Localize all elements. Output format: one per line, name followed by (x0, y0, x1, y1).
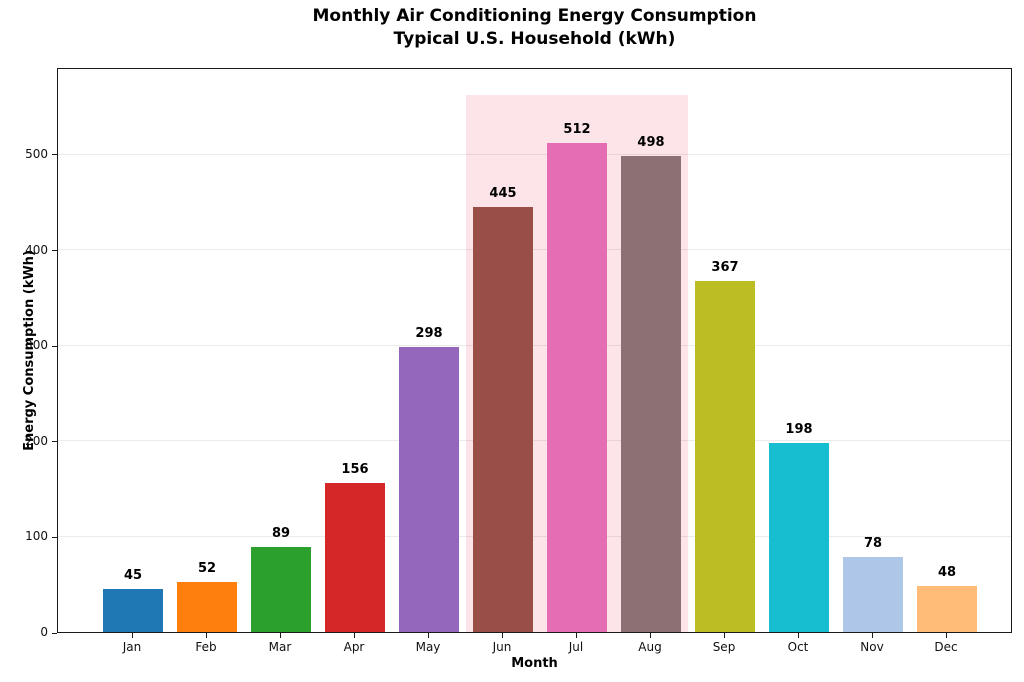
y-axis-label: Energy Consumption (kWh) (22, 250, 37, 451)
bar-value-label-dec: 48 (937, 565, 957, 581)
x-tick-label-apr: Apr (343, 640, 365, 654)
x-tick-label-mar: Mar (268, 640, 292, 654)
bar-nov (843, 557, 903, 632)
x-tick-label-feb: Feb (195, 640, 217, 654)
bar-value-label-jan: 45 (123, 567, 143, 583)
bar-mar (251, 546, 311, 632)
y-tick-mark-500 (52, 154, 57, 156)
bar-jan (103, 588, 163, 632)
x-tick-mark-sep (724, 633, 725, 638)
x-axis-label: Month (511, 656, 558, 671)
bar-jul (547, 142, 607, 632)
x-tick-mark-jul (576, 633, 577, 638)
bar-value-label-jul: 512 (563, 121, 591, 137)
x-tick-label-jan: Jan (122, 640, 142, 654)
bar-apr (325, 482, 385, 632)
y-tick-mark-300 (52, 345, 57, 347)
x-tick-label-jun: Jun (492, 640, 512, 654)
bar-dec (917, 586, 977, 632)
y-tick-label-200: 200 (25, 433, 48, 448)
x-tick-label-jul: Jul (568, 640, 584, 654)
bar-value-label-apr: 156 (341, 461, 369, 477)
y-tick-mark-400 (52, 250, 57, 252)
x-tick-mark-jan (132, 633, 133, 638)
bar-value-label-nov: 78 (863, 536, 883, 552)
plot-area: 45 52 89 156 298 445 512 498 367 198 78 48 (57, 68, 1012, 633)
bar-may (399, 347, 459, 632)
bar-value-label-mar: 89 (271, 525, 291, 541)
bar-sep (695, 281, 755, 632)
chart-title-line1: Monthly Air Conditioning Energy Consumpt… (312, 6, 757, 26)
x-tick-mark-mar (280, 633, 281, 638)
gridline-300 (58, 344, 1011, 346)
x-tick-label-nov: Nov (860, 640, 884, 654)
x-tick-label-sep: Sep (712, 640, 736, 654)
x-tick-mark-dec (946, 633, 947, 638)
x-tick-label-aug: Aug (638, 640, 662, 654)
y-tick-mark-200 (52, 441, 57, 443)
x-tick-label-may: May (415, 640, 441, 654)
y-tick-mark-0 (52, 632, 57, 634)
bar-value-label-jun: 445 (489, 185, 517, 201)
x-tick-mark-apr (354, 633, 355, 638)
chart-title: Monthly Air Conditioning Energy Consumpt… (57, 5, 1012, 51)
bar-jun (473, 206, 533, 632)
gridline-200 (58, 440, 1011, 442)
bar-value-label-feb: 52 (197, 561, 217, 577)
x-tick-mark-aug (650, 633, 651, 638)
y-tick-label-100: 100 (25, 529, 48, 544)
bar-aug (621, 155, 681, 632)
bar-value-label-sep: 367 (711, 260, 739, 276)
y-tick-label-0: 0 (40, 625, 48, 639)
gridline-400 (58, 249, 1011, 251)
y-tick-mark-100 (52, 536, 57, 538)
bar-value-label-aug: 498 (637, 134, 665, 150)
gridline-100 (58, 535, 1011, 537)
bar-value-label-oct: 198 (785, 421, 813, 437)
bar-value-label-may: 298 (415, 326, 443, 342)
bar-feb (177, 582, 237, 632)
x-tick-label-oct: Oct (787, 640, 809, 654)
x-tick-mark-nov (872, 633, 873, 638)
x-tick-mark-jun (502, 633, 503, 638)
gridline-500 (58, 153, 1011, 155)
chart-title-line2: Typical U.S. Household (kWh) (393, 28, 676, 49)
x-tick-mark-oct (798, 633, 799, 638)
y-tick-label-400: 400 (25, 242, 48, 257)
bar-oct (769, 442, 829, 632)
y-tick-label-500: 500 (25, 146, 48, 161)
x-tick-mark-may (428, 633, 429, 638)
y-tick-label-300: 300 (25, 338, 48, 353)
x-tick-mark-feb (206, 633, 207, 638)
x-tick-label-dec: Dec (934, 640, 958, 654)
